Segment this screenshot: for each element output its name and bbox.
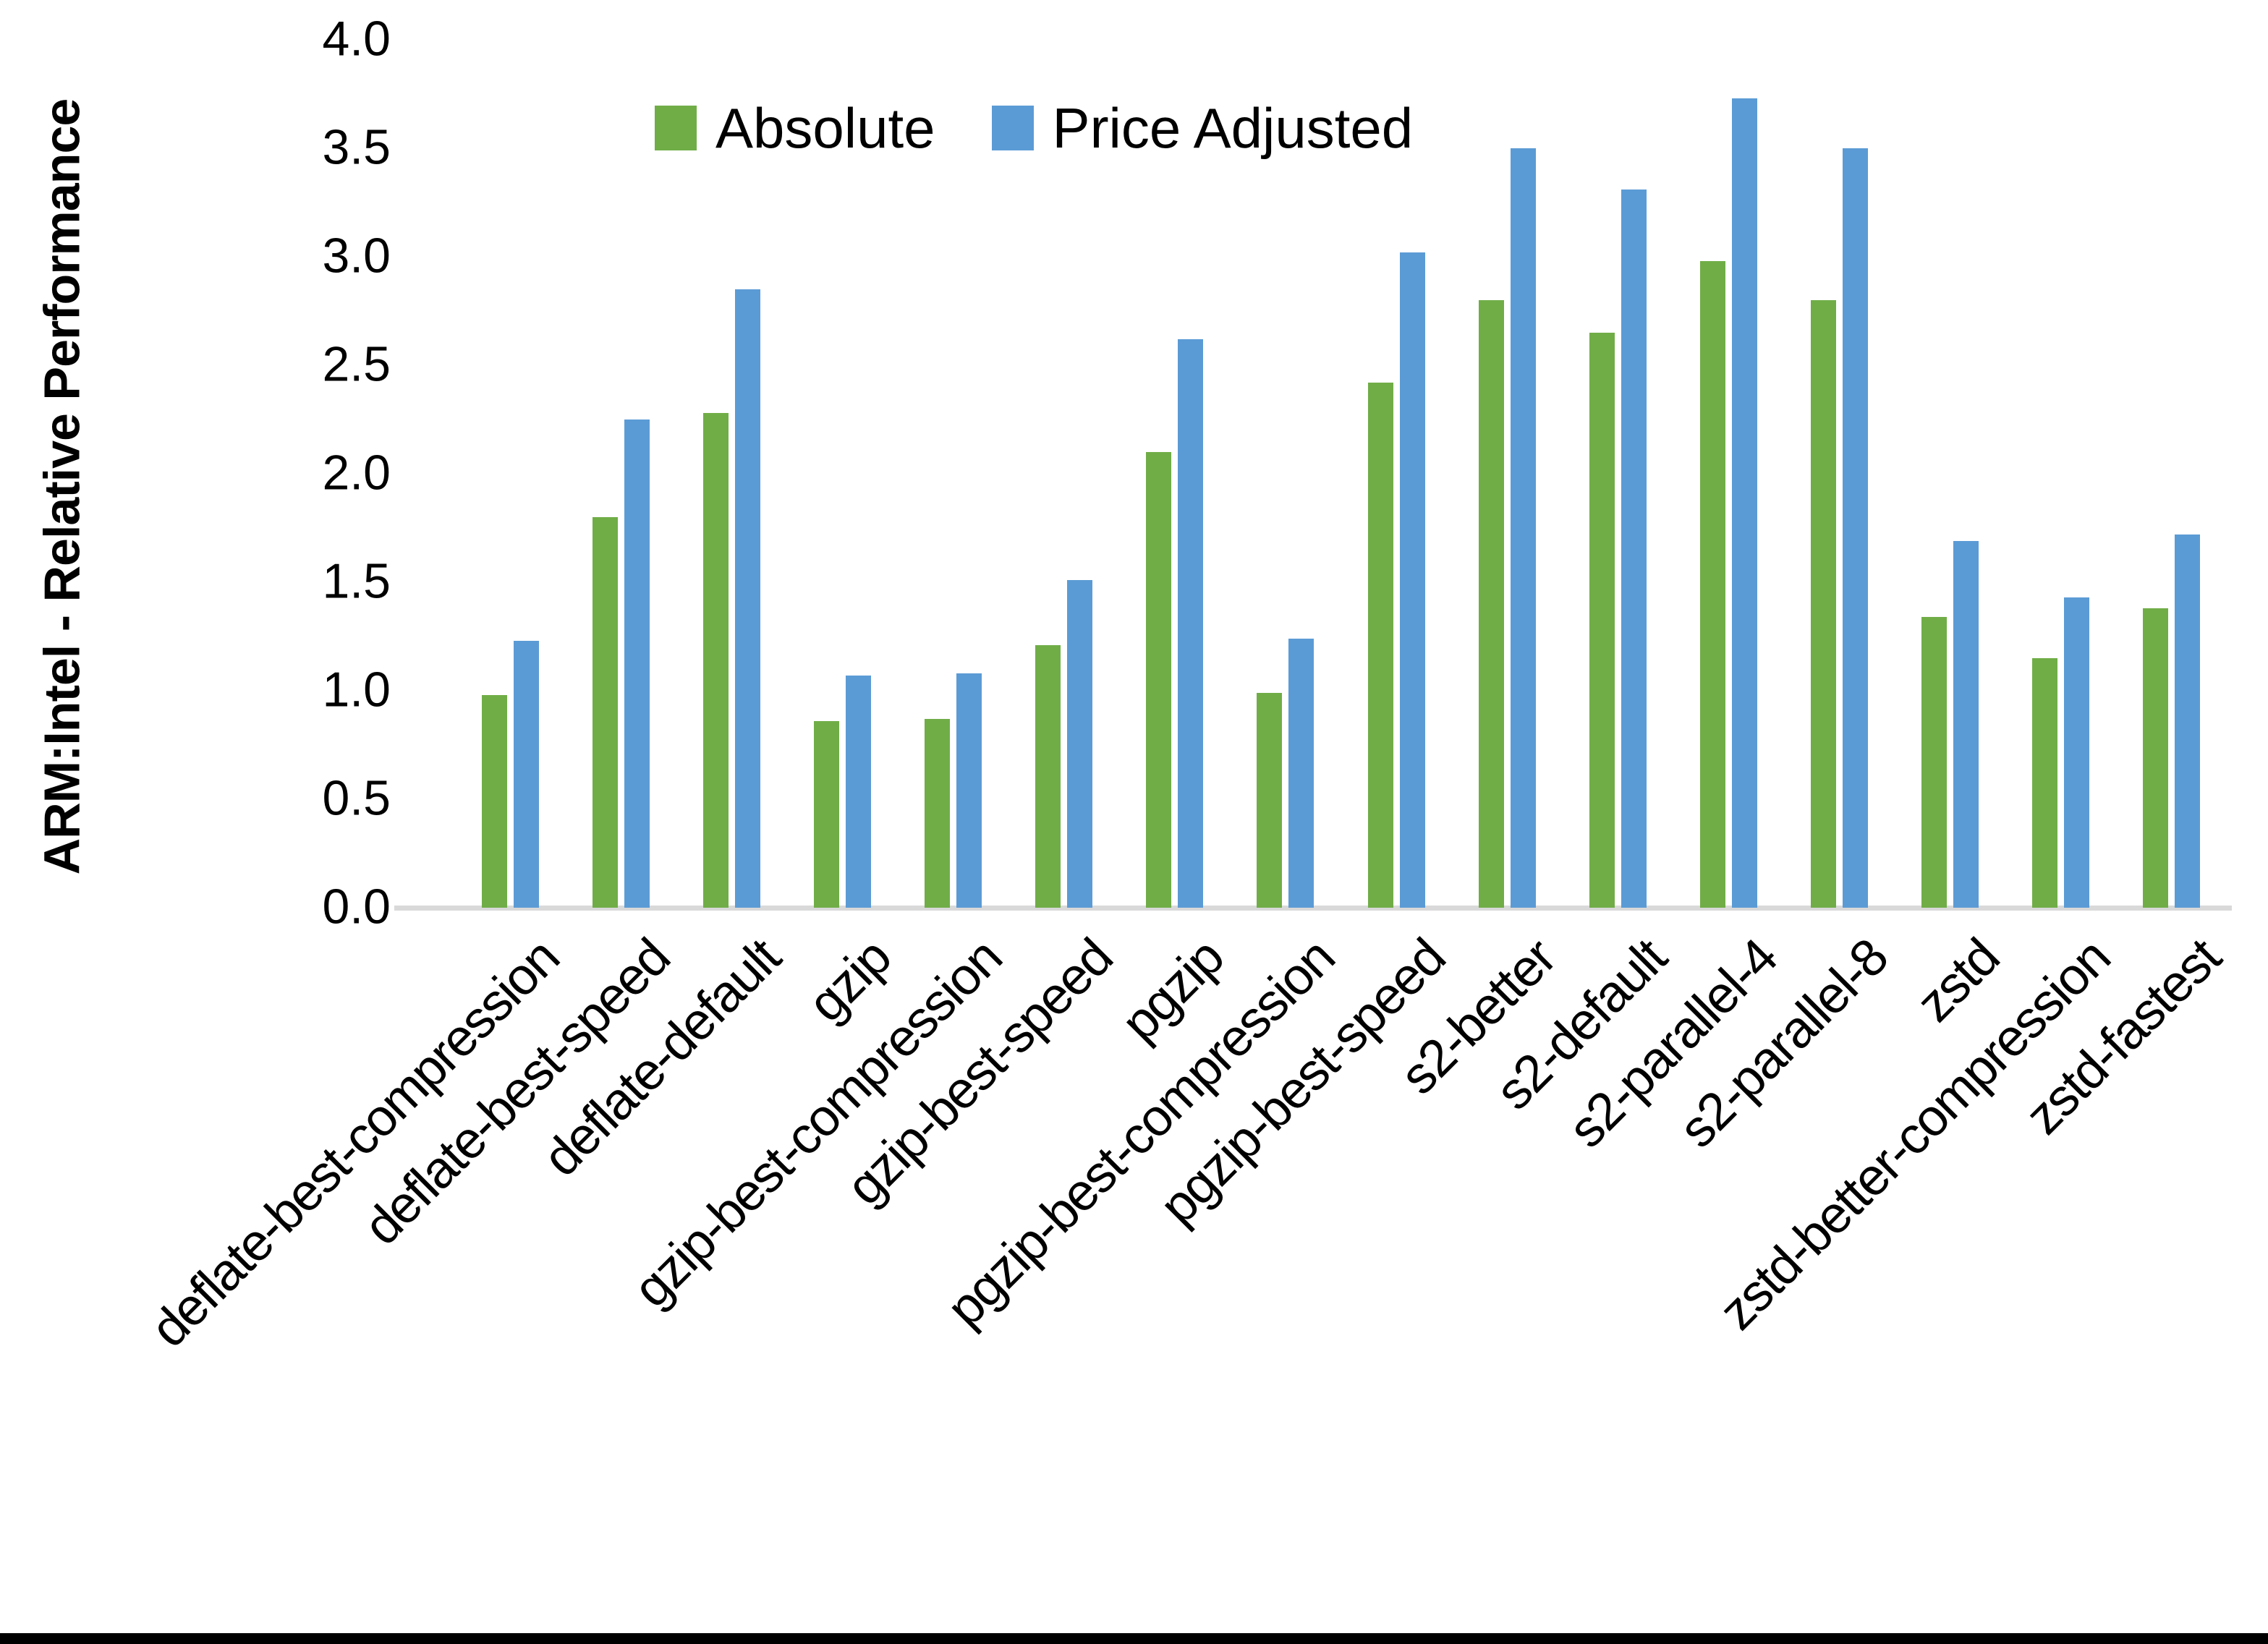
bar-absolute	[1478, 300, 1504, 908]
y-tick-label: 3.0	[322, 228, 391, 284]
bar-price-adjusted	[1621, 189, 1647, 908]
bar-price-adjusted	[1510, 148, 1536, 908]
legend-item-price-adjusted: Price Adjusted	[991, 96, 1414, 160]
legend-label-price-adjusted: Price Adjusted	[1052, 96, 1414, 160]
bar-absolute	[813, 721, 839, 908]
bar-price-adjusted	[2064, 597, 2090, 908]
bar-absolute	[925, 719, 951, 908]
y-tick-label: 0.5	[322, 770, 391, 826]
bar-price-adjusted	[1288, 639, 1314, 908]
bar-price-adjusted	[2175, 534, 2201, 908]
legend-swatch-absolute	[655, 106, 697, 150]
bar-price-adjusted	[1731, 98, 1757, 908]
legend-item-absolute: Absolute	[655, 100, 935, 156]
bar-price-adjusted	[956, 673, 982, 908]
legend-swatch-price-adjusted	[991, 106, 1034, 150]
bar-absolute	[2143, 608, 2169, 908]
bar-price-adjusted	[734, 289, 760, 908]
bottom-border	[0, 1633, 2268, 1644]
bar-absolute	[702, 413, 729, 908]
bar-price-adjusted	[845, 676, 871, 908]
y-tick-label: 1.5	[322, 553, 391, 609]
y-tick-label: 3.5	[322, 119, 391, 175]
bar-price-adjusted	[1953, 541, 1979, 908]
bar-absolute	[1921, 617, 1948, 908]
bar-absolute	[1035, 645, 1061, 908]
bar-absolute	[2032, 658, 2058, 908]
y-tick-label: 0.0	[322, 879, 391, 934]
bar-absolute	[1367, 383, 1393, 908]
bar-price-adjusted	[1067, 580, 1093, 908]
y-tick-label: 4.0	[322, 11, 391, 67]
bar-absolute	[1699, 261, 1725, 908]
y-tick-label: 1.0	[322, 662, 391, 717]
y-axis-title: ARM:Intel - Relative Performance	[33, 98, 90, 874]
bar-price-adjusted	[1843, 148, 1869, 908]
bar-price-adjusted	[1178, 339, 1204, 908]
bar-price-adjusted	[624, 419, 650, 908]
y-tick-label: 2.0	[322, 445, 391, 501]
legend: Absolute Price Adjusted	[655, 100, 1413, 156]
bar-absolute	[481, 695, 507, 908]
y-tick-label: 2.5	[322, 336, 391, 392]
bar-price-adjusted	[513, 641, 539, 908]
bar-price-adjusted	[1399, 252, 1425, 908]
bar-absolute	[1811, 300, 1837, 908]
bar-absolute	[1589, 333, 1615, 908]
bar-absolute	[1257, 693, 1283, 908]
x-axis-line	[394, 906, 2232, 911]
bar-absolute	[1146, 452, 1172, 908]
y-axis-title-box: ARM:Intel - Relative Performance	[7, 40, 116, 933]
bar-absolute	[592, 517, 618, 908]
legend-label-absolute: Absolute	[715, 96, 935, 160]
